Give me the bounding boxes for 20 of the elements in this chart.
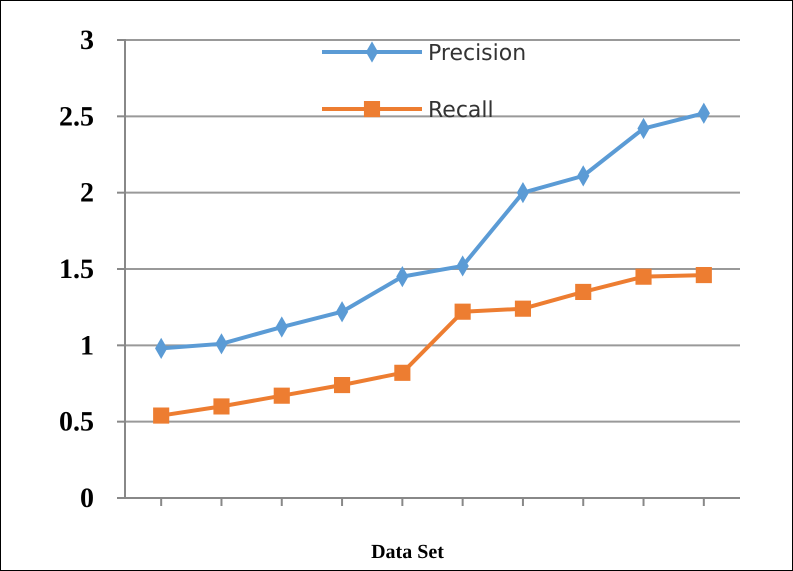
y-tick-label: 1 bbox=[80, 330, 94, 362]
point bbox=[575, 284, 592, 300]
point bbox=[153, 408, 170, 424]
point bbox=[635, 268, 652, 285]
legend-label: Recall bbox=[428, 98, 494, 123]
y-tick-label: 3 bbox=[80, 24, 94, 56]
legend-label: Precision bbox=[428, 41, 526, 66]
point bbox=[334, 376, 350, 394]
point bbox=[213, 398, 230, 414]
y-tick-label: 2 bbox=[80, 178, 94, 209]
point bbox=[514, 300, 532, 317]
point bbox=[454, 304, 471, 320]
point bbox=[696, 267, 712, 284]
point bbox=[274, 388, 290, 404]
y-tick-label: 0.5 bbox=[59, 406, 94, 438]
x-axis-title: Data Set bbox=[371, 541, 444, 563]
y-tick-label: 0 bbox=[80, 482, 94, 514]
y-tick-label: 2.5 bbox=[59, 101, 94, 132]
point bbox=[394, 364, 410, 381]
y-tick-label: 1.5 bbox=[59, 254, 94, 285]
